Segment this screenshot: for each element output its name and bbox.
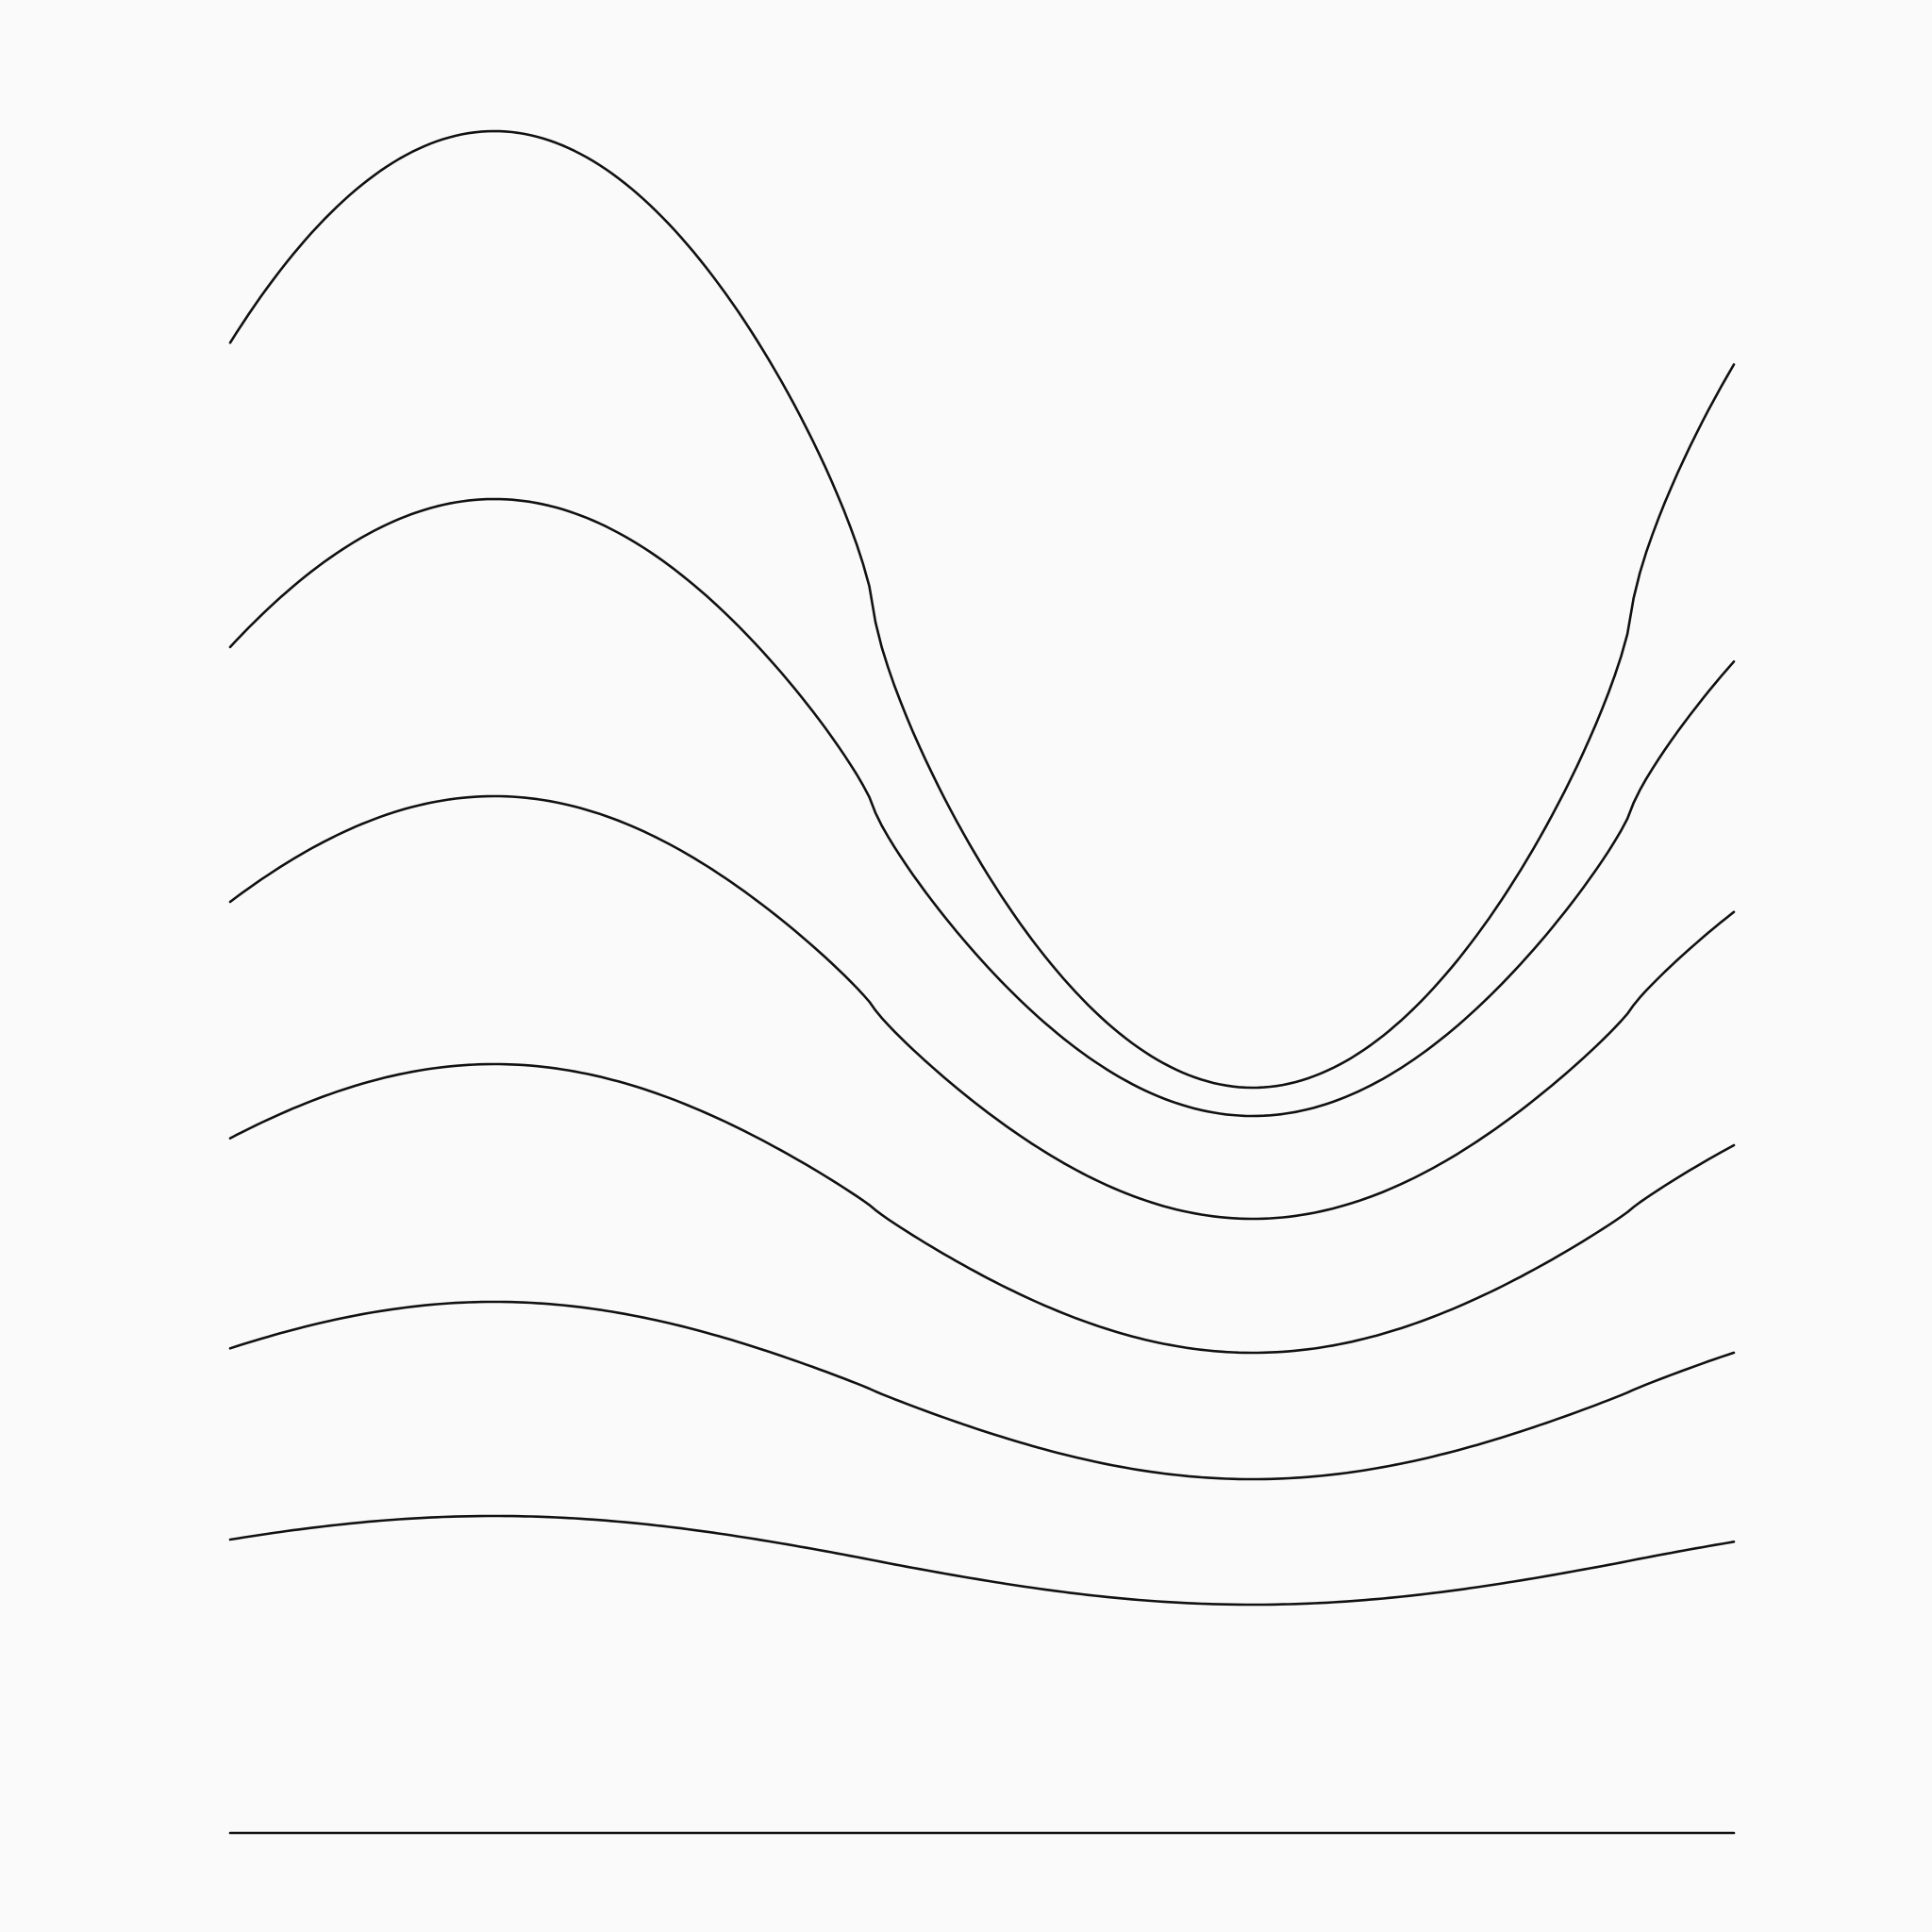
wave-line-6	[228, 1514, 1736, 1607]
wave-line-2	[228, 497, 1736, 1118]
wave-line-4	[228, 1062, 1736, 1355]
wave-line-1	[228, 129, 1736, 1090]
wave-line-5	[228, 1300, 1736, 1481]
wave-group	[228, 129, 1736, 1835]
wave-line-3	[228, 794, 1736, 1221]
